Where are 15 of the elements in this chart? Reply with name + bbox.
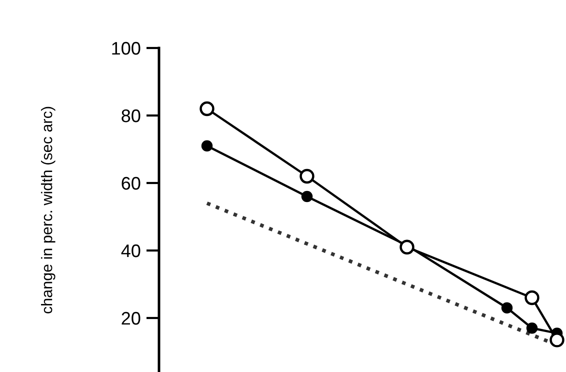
y-tick-label: 60 (122, 176, 140, 190)
point (201, 140, 213, 152)
y-tick-label: 80 (122, 109, 140, 122)
y-tick-label: 100 (112, 42, 140, 55)
point (550, 332, 564, 348)
point (501, 302, 513, 314)
point (200, 101, 214, 116)
point (526, 322, 538, 334)
y-axis-title: change in perc. width (sec arc) (41, 106, 56, 314)
y-tick-label: 20 (122, 312, 140, 325)
y-tick-label: 40 (121, 244, 140, 258)
point (301, 190, 313, 202)
point (300, 168, 314, 184)
point (524, 290, 540, 306)
point (400, 240, 414, 254)
